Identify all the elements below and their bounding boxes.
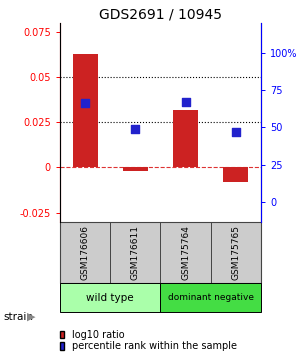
Bar xyxy=(223,167,248,182)
Text: GSM175765: GSM175765 xyxy=(231,225,240,280)
Point xyxy=(233,129,238,135)
Bar xyxy=(60,222,110,283)
Text: log10 ratio: log10 ratio xyxy=(72,330,124,339)
Bar xyxy=(160,283,261,312)
Bar xyxy=(173,110,198,167)
Text: dominant negative: dominant negative xyxy=(168,293,254,302)
Bar xyxy=(123,167,148,171)
Bar xyxy=(160,222,211,283)
Point xyxy=(183,99,188,105)
Bar xyxy=(110,222,160,283)
Title: GDS2691 / 10945: GDS2691 / 10945 xyxy=(99,8,222,22)
Point xyxy=(83,101,88,106)
Bar xyxy=(60,283,160,312)
Text: GSM176606: GSM176606 xyxy=(81,225,90,280)
Bar xyxy=(73,54,98,167)
Text: percentile rank within the sample: percentile rank within the sample xyxy=(72,341,237,351)
Point xyxy=(133,126,138,132)
Text: strain: strain xyxy=(3,312,33,322)
Text: GSM176611: GSM176611 xyxy=(131,225,140,280)
Text: ▶: ▶ xyxy=(27,312,35,322)
Bar xyxy=(211,222,261,283)
Text: GSM175764: GSM175764 xyxy=(181,225,190,280)
Text: wild type: wild type xyxy=(86,293,134,303)
